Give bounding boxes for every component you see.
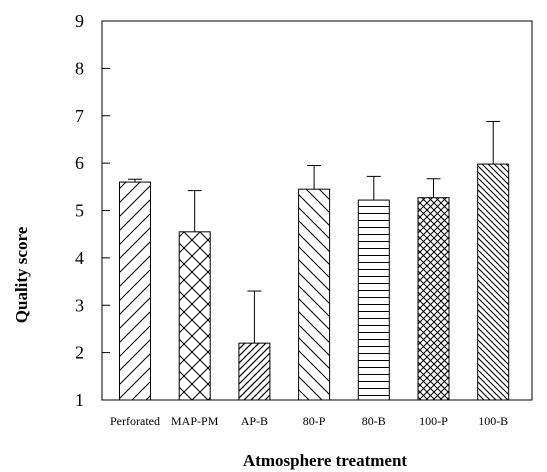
bar-80-p — [298, 188, 331, 401]
x-tick-label: 100-B — [478, 414, 508, 428]
y-tick-label: 5 — [75, 201, 84, 221]
x-tick-label: MAP-PM — [171, 414, 219, 428]
x-tick-label: AP-B — [241, 414, 268, 428]
bars-layer — [119, 163, 510, 401]
y-ticks-layer: 1 2 3 4 5 6 7 8 9 — [75, 11, 110, 410]
bar-map-pm — [178, 231, 211, 401]
bar-80-b — [357, 199, 390, 401]
x-tick-label: Perforated — [110, 414, 160, 428]
error-bars-layer — [128, 120, 501, 344]
x-tick-label: 80-P — [303, 414, 326, 428]
x-axis-label: Atmosphere treatment — [243, 451, 407, 470]
bar-100-p — [417, 197, 450, 401]
y-tick-label: 3 — [75, 295, 84, 315]
x-tick-label: 80-B — [362, 414, 386, 428]
y-tick-label: 1 — [75, 390, 84, 410]
x-ticks-layer: Perforated MAP-PM AP-B 80-P 80-B 100-P 100-B — [110, 414, 508, 428]
y-tick-label: 2 — [75, 343, 84, 363]
x-tick-label: 100-P — [419, 414, 448, 428]
y-tick-label: 4 — [75, 248, 84, 268]
y-tick-label: 8 — [75, 58, 84, 78]
bar-ap-b — [238, 342, 271, 401]
y-tick-label: 6 — [75, 153, 84, 173]
bar-100-b — [477, 163, 510, 401]
y-axis-label: Quality score — [12, 226, 31, 323]
y-tick-label: 9 — [75, 11, 84, 31]
y-tick-label: 7 — [75, 106, 84, 126]
bar-perforated — [119, 181, 151, 401]
